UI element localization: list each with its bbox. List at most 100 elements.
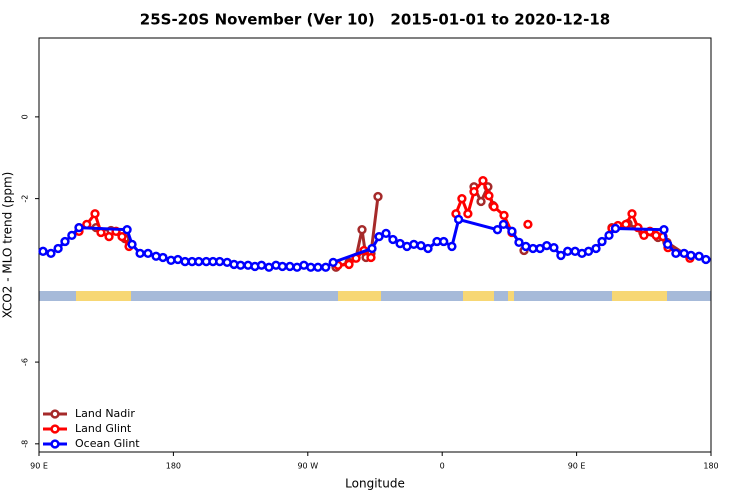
data-point xyxy=(610,223,621,234)
data-point xyxy=(285,261,295,272)
data-point xyxy=(562,246,573,256)
data-point xyxy=(173,254,183,265)
data-point xyxy=(264,262,274,272)
legend-label: Land Nadir xyxy=(75,407,135,420)
data-point xyxy=(469,187,479,197)
y-tick-label: -2 xyxy=(21,195,30,203)
data-point xyxy=(597,236,607,247)
data-point xyxy=(143,248,153,259)
legend-marker xyxy=(50,409,60,419)
data-point xyxy=(321,262,331,272)
land-band xyxy=(338,291,381,301)
data-point xyxy=(373,191,383,202)
data-point xyxy=(409,239,419,250)
data-point xyxy=(135,248,145,259)
data-point xyxy=(489,202,499,212)
x-tick-label: 90 E xyxy=(30,462,48,471)
x-tick-label: 90 W xyxy=(297,462,318,471)
data-point xyxy=(127,239,137,250)
data-point xyxy=(701,254,711,265)
x-tick-label: 90 E xyxy=(568,462,586,471)
land-band xyxy=(508,291,514,301)
data-point xyxy=(659,225,669,235)
data-point xyxy=(38,246,48,256)
data-point xyxy=(694,251,704,261)
data-point xyxy=(447,241,457,252)
data-point xyxy=(621,219,631,230)
data-point xyxy=(663,239,673,250)
y-tick-label: 0 xyxy=(21,114,30,119)
data-point xyxy=(671,248,681,259)
land-band xyxy=(76,291,131,301)
data-point xyxy=(256,260,267,270)
series-line xyxy=(79,182,691,269)
x-tick-label: 180 xyxy=(166,462,181,471)
data-point xyxy=(277,261,288,272)
data-point xyxy=(651,230,661,241)
data-point xyxy=(542,240,552,251)
data-point xyxy=(74,222,84,233)
data-point xyxy=(514,237,524,247)
data-point xyxy=(507,226,517,236)
x-axis-label: Longitude xyxy=(345,477,405,491)
data-point xyxy=(686,250,696,261)
data-point xyxy=(549,243,559,253)
data-point xyxy=(367,243,377,254)
land-band xyxy=(612,291,667,301)
data-point xyxy=(591,243,601,254)
data-point xyxy=(357,225,367,235)
legend-marker xyxy=(50,439,60,449)
data-point xyxy=(416,240,426,251)
data-point xyxy=(194,256,204,267)
y-tick-label: -6 xyxy=(21,358,30,366)
x-tick-label: 180 xyxy=(703,462,718,471)
data-point xyxy=(117,231,127,242)
data-point xyxy=(122,225,132,235)
data-point xyxy=(639,230,649,241)
data-point xyxy=(53,243,63,254)
data-point xyxy=(306,262,316,272)
data-point xyxy=(215,256,225,267)
series-line xyxy=(78,177,691,267)
data-point xyxy=(388,234,398,245)
data-point xyxy=(90,209,100,219)
data-point xyxy=(313,262,323,272)
data-point xyxy=(463,209,473,219)
plot-frame xyxy=(38,37,712,453)
data-point xyxy=(60,236,70,247)
legend-label: Ocean Glint xyxy=(75,437,140,450)
data-point xyxy=(381,228,391,239)
data-point xyxy=(627,209,637,219)
data-point xyxy=(457,193,467,204)
chart-title: 25S-20S November (Ver 10) 2015-01-01 to … xyxy=(140,11,610,29)
data-point xyxy=(158,252,168,263)
data-point xyxy=(46,248,56,259)
data-point xyxy=(439,236,449,247)
legend-marker xyxy=(50,424,60,434)
data-point xyxy=(328,257,338,268)
data-point xyxy=(484,191,494,201)
data-point xyxy=(453,214,464,225)
data-point xyxy=(366,252,376,263)
data-point xyxy=(423,243,433,254)
legend-label: Land Glint xyxy=(75,422,132,435)
data-point xyxy=(374,231,384,242)
data-point xyxy=(583,246,594,256)
data-point xyxy=(235,260,246,270)
x-tick-label: 0 xyxy=(440,462,445,471)
data-point xyxy=(478,175,488,186)
data-point xyxy=(67,230,77,241)
data-point xyxy=(476,196,486,207)
data-point xyxy=(498,219,509,230)
data-point xyxy=(492,225,503,235)
data-point xyxy=(499,210,509,221)
land-band xyxy=(463,291,494,301)
data-point xyxy=(344,259,354,270)
data-point xyxy=(604,230,614,241)
data-point xyxy=(521,241,531,252)
data-point xyxy=(104,231,114,242)
data-point xyxy=(523,219,533,230)
y-tick-label: -8 xyxy=(21,440,30,448)
